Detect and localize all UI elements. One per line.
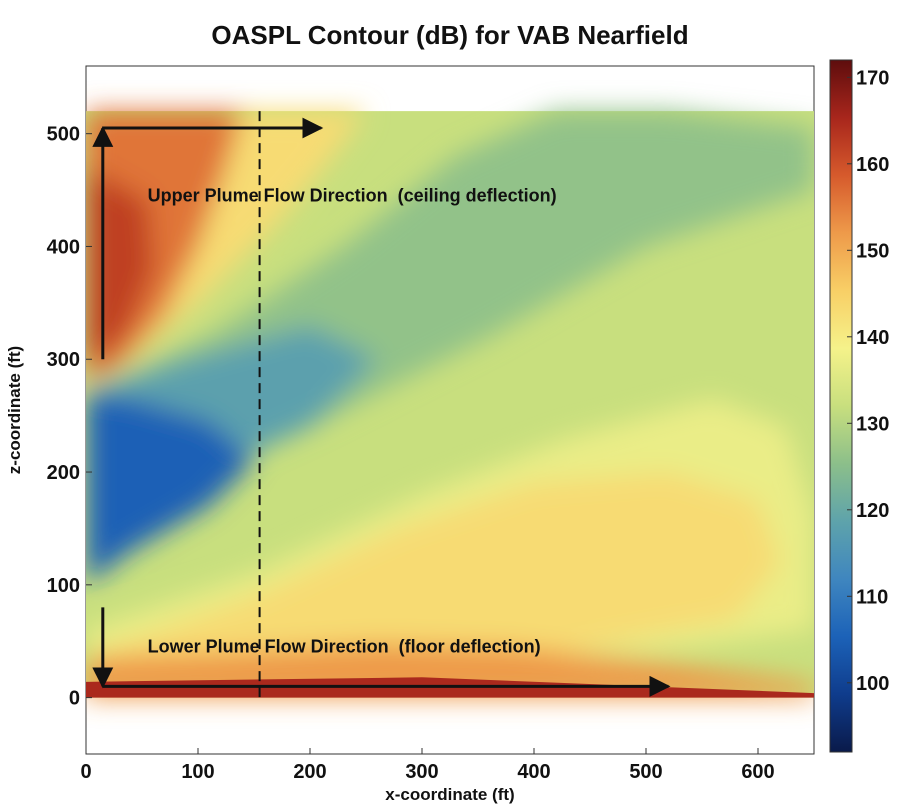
x-tick-label: 300 (405, 761, 438, 783)
x-tick-label: 400 (517, 761, 550, 783)
colorbar-tick-label: 100 (856, 673, 889, 695)
annotation-label: Lower Plume Flow Direction (floor deflec… (148, 636, 541, 656)
colorbar-ticks: 100 110 120 130 140 150 160 170 (847, 67, 889, 695)
colorbar-tick-label: 160 (856, 154, 889, 176)
y-tick-label: 0 (69, 688, 80, 710)
colorbar-tick-label: 140 (856, 327, 889, 349)
contour-field (86, 111, 814, 698)
x-axis-label: x-coordinate (ft) (385, 785, 514, 804)
x-tick-label: 600 (741, 761, 774, 783)
y-tick-label: 100 (47, 575, 80, 597)
colorbar-tick-label: 170 (856, 67, 889, 89)
zone-shadow-core (86, 393, 254, 585)
annotation-label: Upper Plume Flow Direction (ceiling defl… (148, 185, 557, 205)
x-tick-label: 500 (629, 761, 662, 783)
x-tick-label: 0 (80, 761, 91, 783)
x-tick-label: 200 (293, 761, 326, 783)
y-tick-label: 200 (47, 462, 80, 484)
y-tick-label: 500 (47, 124, 80, 146)
colorbar (829, 59, 853, 753)
colorbar-tick-label: 150 (856, 240, 889, 262)
colorbar-tick-label: 120 (856, 500, 889, 522)
chart-title: OASPL Contour (dB) for VAB Nearfield (211, 20, 688, 50)
flow-arrows (92, 117, 671, 697)
y-axis-ticks: 0 100 200 300 400 500 (47, 124, 92, 710)
colorbar-tick-label: 110 (856, 586, 888, 608)
y-tick-label: 400 (47, 236, 80, 258)
colorbar-tick-label: 130 (856, 413, 889, 435)
y-tick-label: 300 (47, 349, 80, 371)
annotations: Upper Plume Flow Direction (ceiling defl… (148, 185, 557, 656)
field-zones (86, 111, 814, 698)
x-tick-label: 100 (181, 761, 214, 783)
y-axis-label: z-coordinate (ft) (5, 346, 24, 474)
x-axis-ticks: 0 100 200 300 400 500 600 (80, 748, 775, 783)
